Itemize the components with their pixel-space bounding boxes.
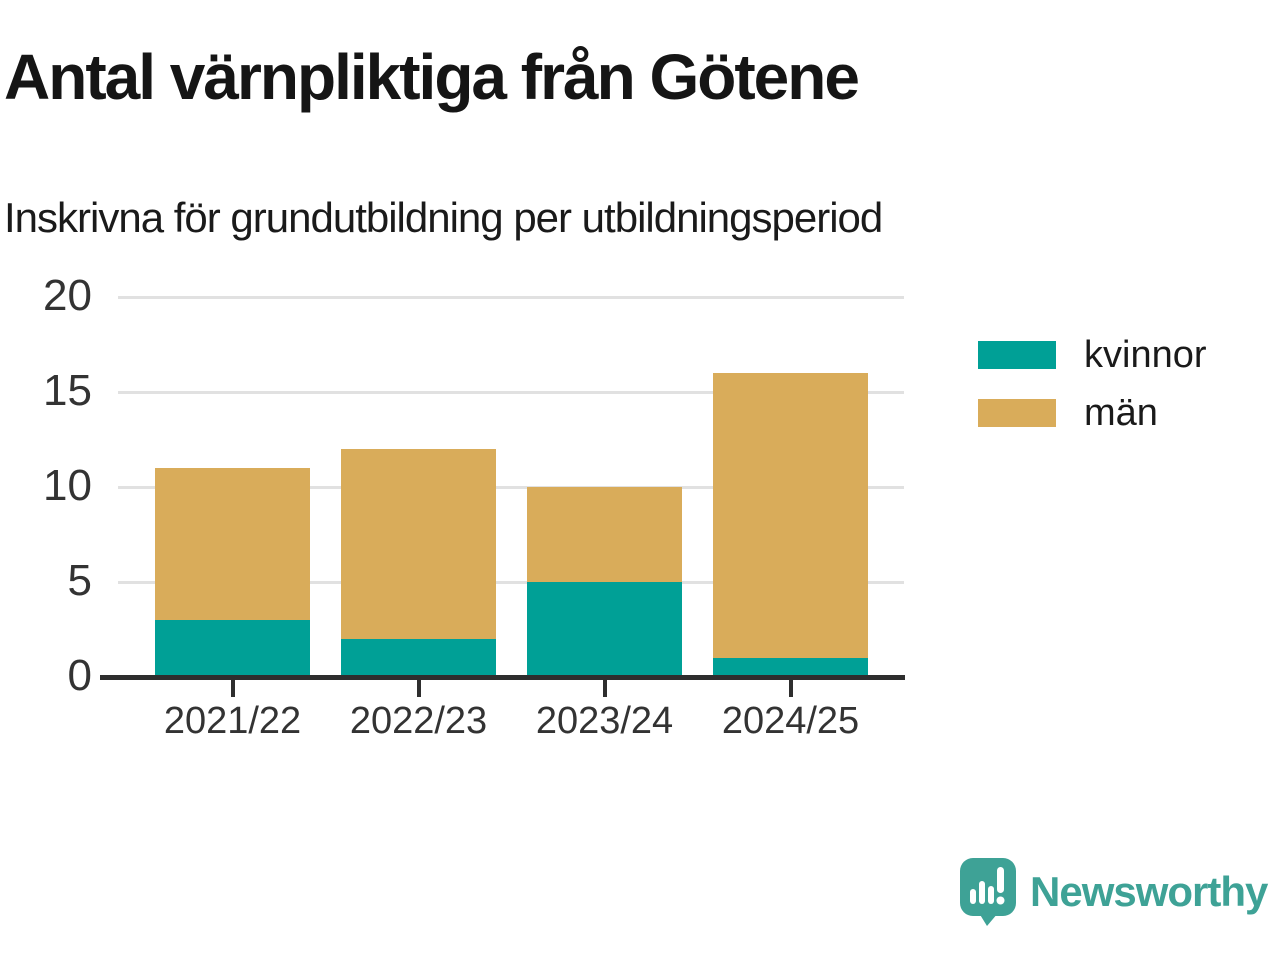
bar-segment-män <box>341 449 496 639</box>
bar-segment-män <box>527 487 682 582</box>
x-axis-tick-mark <box>230 680 235 697</box>
x-axis-tick-label: 2023/24 <box>535 700 674 742</box>
brand-footer: Newsworthy <box>960 858 1268 926</box>
bar-segment-kvinnor <box>155 620 310 677</box>
chart-title: Antal värnpliktiga från Götene <box>4 41 860 113</box>
x-axis-tick-label: 2024/25 <box>721 700 860 742</box>
gridline-15 <box>118 390 904 394</box>
y-axis-tick-label: 15 <box>43 366 92 415</box>
legend-label-man: män <box>1084 391 1158 434</box>
brand-name: Newsworthy <box>1030 868 1268 915</box>
x-axis-tick-mark <box>416 680 421 697</box>
legend-item-man: män <box>978 391 1207 434</box>
y-axis-tick-label: 20 <box>43 271 92 320</box>
bar-segment-kvinnor <box>341 639 496 677</box>
bar-segment-kvinnor <box>713 658 868 677</box>
y-axis-tick-label: 10 <box>43 461 92 510</box>
legend: kvinnor män <box>978 333 1207 434</box>
newsworthy-logo-icon <box>960 858 1016 926</box>
y-axis-tick-label: 5 <box>67 556 92 605</box>
legend-swatch-man <box>978 399 1056 427</box>
x-axis-tick-mark <box>788 680 793 697</box>
x-axis-tick-label: 2021/22 <box>163 700 302 742</box>
y-axis-tick-label: 0 <box>67 651 92 700</box>
legend-item-kvinnor: kvinnor <box>978 333 1207 376</box>
bar-segment-kvinnor <box>527 582 682 677</box>
bar-segment-män <box>155 468 310 620</box>
legend-label-kvinnor: kvinnor <box>1084 333 1207 376</box>
legend-swatch-kvinnor <box>978 341 1056 369</box>
gridline-10 <box>118 485 904 489</box>
gridline-5 <box>118 580 904 584</box>
x-axis-tick-label: 2022/23 <box>349 700 488 742</box>
chart-subtitle: Inskrivna för grundutbildning per utbild… <box>4 194 883 241</box>
x-axis-line <box>100 675 905 680</box>
gridline-20 <box>118 295 904 299</box>
bar-segment-män <box>713 373 868 658</box>
x-axis-tick-mark <box>602 680 607 697</box>
